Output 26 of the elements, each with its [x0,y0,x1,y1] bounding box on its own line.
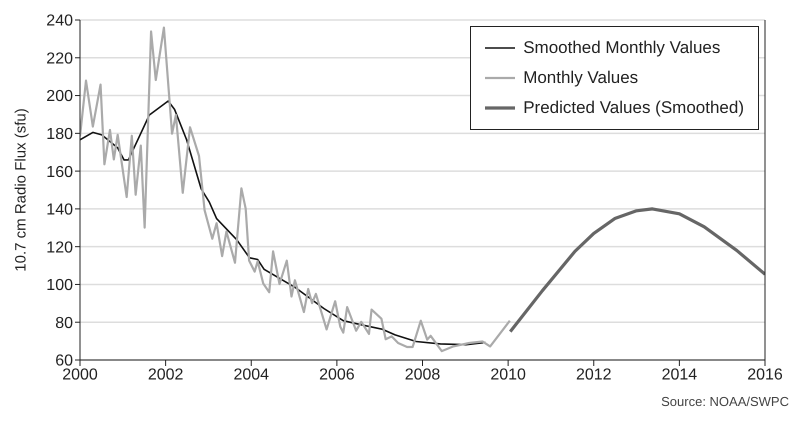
y-axis-title: 10.7 cm Radio Flux (sfu) [12,108,30,272]
source-note: Source: NOAA/SWPC [660,394,789,409]
y-tick-label: 160 [46,164,74,181]
x-tick-label: 2006 [319,366,355,384]
x-tick-label: 2014 [662,366,698,384]
legend-label: Monthly Values [523,67,638,89]
legend-label: Predicted Values (Smoothed) [523,97,744,119]
y-tick-label: 180 [46,126,74,144]
y-tick-label: 220 [46,50,74,68]
y-tick-label: 80 [55,314,74,332]
y-tick-label: 240 [46,12,74,30]
x-tick-label: 2004 [233,366,270,384]
x-tick-label: 2012 [576,366,612,384]
x-tick-label: 2010 [490,366,526,384]
x-tick-label: 2008 [404,366,440,384]
y-tick-label: 140 [46,202,74,219]
line-series [508,207,765,334]
line-series [80,100,486,346]
legend-label: Smoothed Monthly Values [523,37,720,59]
y-tick-label: 100 [46,277,74,294]
x-tick-label: 2016 [747,366,783,384]
line-series [80,26,511,352]
x-tick-label: 2002 [148,366,184,384]
y-tick-label: 200 [46,88,74,106]
x-tick-label: 2000 [62,366,98,384]
y-tick-label: 120 [46,239,74,256]
